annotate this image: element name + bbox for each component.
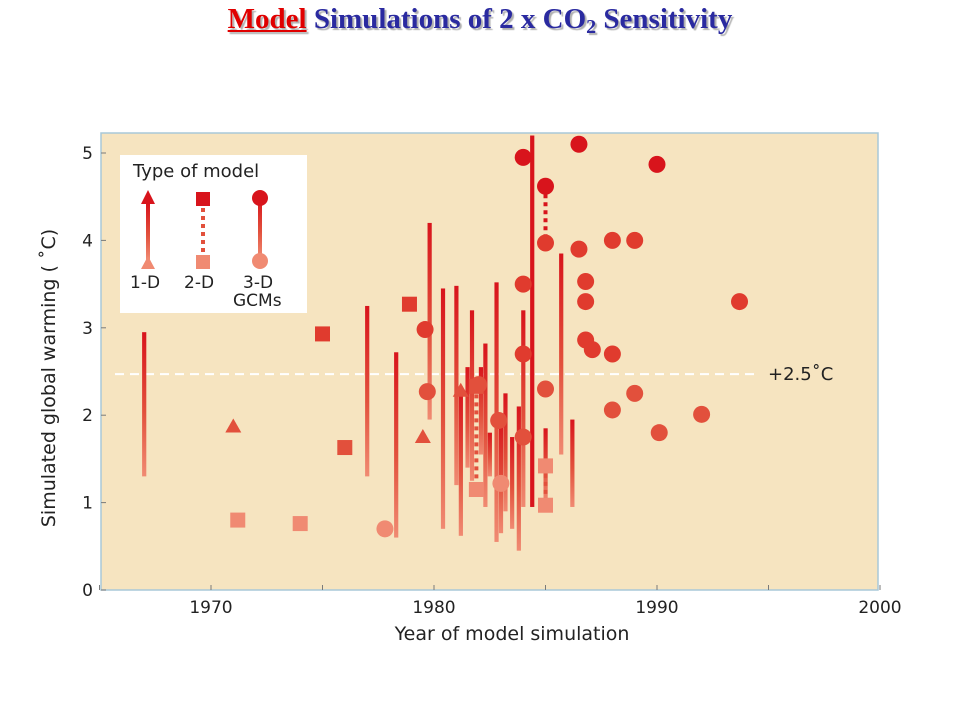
- circle-point-3d: [626, 231, 644, 249]
- circle-point-3d: [537, 177, 554, 195]
- slide-title: Model Simulations of 2 x CO2 Sensitivity: [0, 2, 960, 44]
- legend-2d-bottom-square: [196, 255, 210, 269]
- circle-point-3d: [570, 240, 588, 258]
- circle-point-3d: [583, 341, 601, 359]
- triangle-point-1d: [225, 418, 242, 433]
- legend-3d-sublabel: GCMs: [233, 291, 282, 311]
- circle-point-3d: [537, 234, 554, 252]
- y-axis-label: Simulated global warming ( ˚C): [38, 229, 60, 527]
- circle-point-3d: [514, 345, 532, 363]
- y-tick-label: 1: [82, 494, 93, 514]
- title-model-word: Model: [227, 3, 307, 35]
- range-bar-1d: [469, 310, 475, 481]
- title-subscript: 2: [586, 16, 597, 38]
- range-bar-1d: [478, 367, 484, 455]
- circle-point-3d: [514, 428, 532, 446]
- square-point-2d: [538, 458, 553, 474]
- circle-point-3d: [693, 405, 711, 423]
- square-point-2d: [230, 512, 246, 528]
- range-bar-1d: [503, 393, 508, 512]
- x-tick-label: 1990: [635, 598, 678, 618]
- range-bar-1d: [487, 432, 492, 477]
- legend-2d-label: 2-D: [184, 273, 214, 293]
- circle-point-3d: [648, 155, 666, 173]
- legend-1d-bottom-triangle: [141, 256, 155, 269]
- range-bar-1d: [465, 367, 470, 468]
- legend-1d-top-triangle: [141, 190, 155, 204]
- circle-point-3d: [570, 135, 588, 153]
- circle-point-3d: [650, 424, 668, 442]
- legend-3d-bar: [258, 198, 262, 258]
- square-point-2d: [337, 440, 353, 456]
- y-tick-label: 2: [82, 406, 93, 426]
- circle-point-3d: [603, 345, 621, 363]
- legend-title: Type of model: [132, 161, 259, 182]
- range-bar-1d: [510, 437, 515, 529]
- circle-point-3d: [490, 411, 508, 429]
- reference-line-label: +2.5˚C: [768, 364, 833, 385]
- range-bar-1d: [530, 135, 535, 507]
- legend-box: [120, 155, 307, 313]
- range-bar-1d: [440, 288, 446, 529]
- circle-point-3d: [577, 293, 595, 311]
- circle-point-3d: [416, 321, 434, 339]
- legend-3d-top-circle: [252, 190, 268, 206]
- circle-point-3d: [492, 474, 510, 492]
- legend-1d-label: 1-D: [130, 273, 160, 293]
- range-bar-1d: [559, 253, 564, 455]
- square-point-2d: [315, 326, 330, 342]
- marks-layer: [142, 135, 749, 551]
- circle-point-3d: [418, 383, 436, 401]
- triangle-point-1d: [452, 382, 469, 397]
- y-tick-label: 5: [82, 144, 93, 164]
- circle-point-3d: [626, 384, 644, 402]
- range-bar-1d: [516, 406, 521, 551]
- legend-2d-top-square: [196, 192, 210, 206]
- range-bar-1d: [521, 310, 526, 507]
- circle-point-3d: [470, 376, 488, 394]
- legend-3d-label: 3-D: [243, 273, 273, 293]
- range-bar-1d: [394, 352, 399, 538]
- circle-point-3d: [376, 520, 394, 538]
- title-text: Simulations of 2 x CO: [313, 3, 587, 35]
- square-point-2d: [401, 296, 417, 312]
- range-bar-1d: [427, 222, 432, 420]
- x-tick-label: 1970: [189, 598, 232, 618]
- range-bar-1d: [458, 388, 463, 536]
- square-point-2d: [538, 497, 553, 513]
- circle-point-3d: [603, 231, 621, 249]
- x-axis-label: Year of model simulation: [394, 623, 630, 645]
- range-bar-1d: [483, 343, 488, 507]
- square-point-2d: [468, 481, 484, 497]
- triangle-point-1d: [414, 429, 431, 444]
- x-tick-label: 1980: [412, 598, 455, 618]
- circle-point-3d: [514, 275, 532, 293]
- circle-point-3d: [537, 380, 554, 398]
- range-bar-1d: [365, 305, 370, 477]
- legend-3d-bottom-circle: [252, 253, 268, 269]
- y-tick-label: 3: [82, 319, 93, 339]
- x-tick-label: 2000: [858, 598, 901, 618]
- legend-1d-bar: [146, 204, 150, 260]
- y-tick-label: 0: [82, 581, 93, 601]
- title-end: Sensitivity: [603, 3, 733, 35]
- square-point-2d: [292, 516, 308, 532]
- range-bar-1d: [494, 282, 499, 542]
- range-bar-1d: [454, 285, 459, 486]
- range-bar-1d: [142, 332, 147, 477]
- circle-point-3d: [514, 148, 532, 166]
- circle-point-3d: [577, 272, 595, 290]
- range-bar-1d: [570, 419, 575, 507]
- y-tick-label: 4: [82, 231, 93, 251]
- circle-point-3d: [603, 401, 621, 419]
- circle-point-3d: [731, 293, 749, 311]
